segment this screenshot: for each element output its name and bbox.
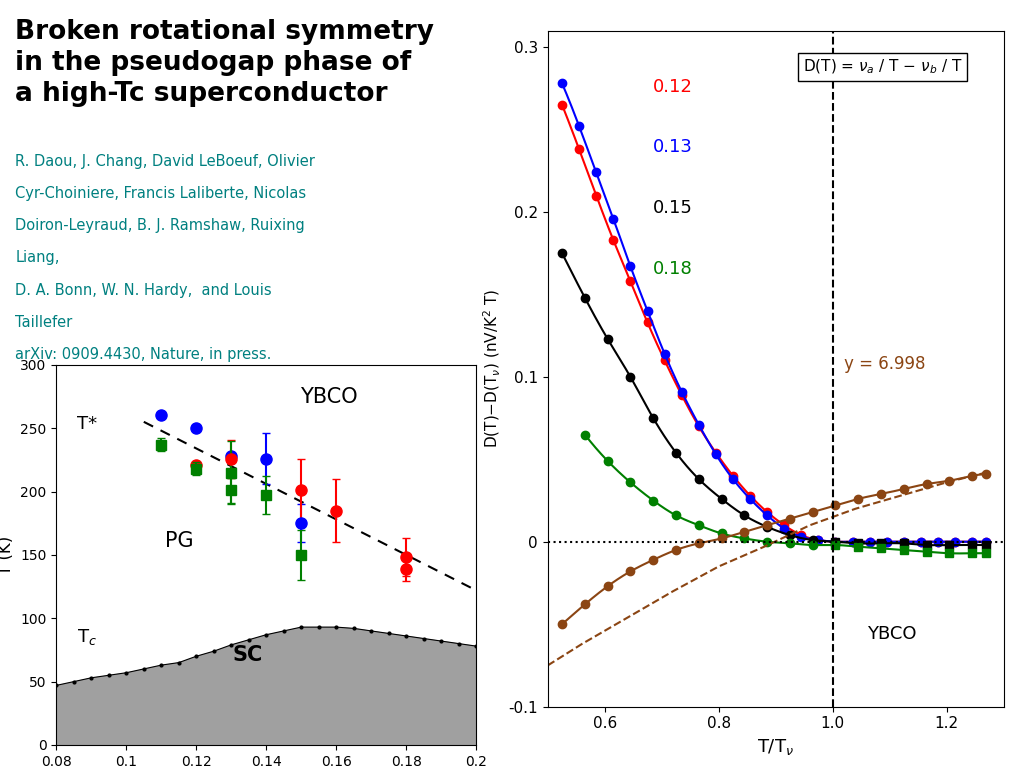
Text: Liang,: Liang, (15, 250, 59, 266)
Text: Cyr-Choiniere, Francis Laliberte, Nicolas: Cyr-Choiniere, Francis Laliberte, Nicola… (15, 186, 306, 201)
Text: SC: SC (232, 645, 263, 665)
Text: T$_c$: T$_c$ (78, 627, 97, 647)
Text: Taillefer: Taillefer (15, 315, 73, 330)
Text: D(T) = $\nu_a$ / T $-$ $\nu_b$ / T: D(T) = $\nu_a$ / T $-$ $\nu_b$ / T (803, 58, 963, 76)
Text: 0.12: 0.12 (652, 78, 692, 95)
Text: 0.15: 0.15 (652, 199, 692, 217)
Text: Broken rotational symmetry: Broken rotational symmetry (15, 19, 434, 45)
Text: a high-Tc superconductor: a high-Tc superconductor (15, 81, 388, 107)
Text: y = 6.998: y = 6.998 (844, 355, 926, 372)
Text: R. Daou, J. Chang, David LeBoeuf, Olivier: R. Daou, J. Chang, David LeBoeuf, Olivie… (15, 154, 315, 169)
Text: 0.13: 0.13 (652, 138, 692, 157)
Text: T*: T* (78, 415, 97, 433)
Text: PG: PG (166, 531, 195, 551)
Text: YBCO: YBCO (866, 625, 916, 643)
Text: arXiv: 0909.4430, Nature, in press.: arXiv: 0909.4430, Nature, in press. (15, 347, 271, 362)
Text: in the pseudogap phase of: in the pseudogap phase of (15, 50, 412, 76)
Text: D. A. Bonn, W. N. Hardy,  and Louis: D. A. Bonn, W. N. Hardy, and Louis (15, 283, 272, 298)
Y-axis label: T (K): T (K) (0, 535, 14, 574)
Text: Doiron-Leyraud, B. J. Ramshaw, Ruixing: Doiron-Leyraud, B. J. Ramshaw, Ruixing (15, 218, 305, 233)
Y-axis label: D(T)$-$D(T$_{\nu}$) (nV/K$^2$ T): D(T)$-$D(T$_{\nu}$) (nV/K$^2$ T) (482, 289, 503, 449)
Text: YBCO: YBCO (300, 387, 357, 407)
X-axis label: T/T$_{\nu}$: T/T$_{\nu}$ (757, 737, 795, 756)
Text: 0.18: 0.18 (652, 260, 692, 278)
